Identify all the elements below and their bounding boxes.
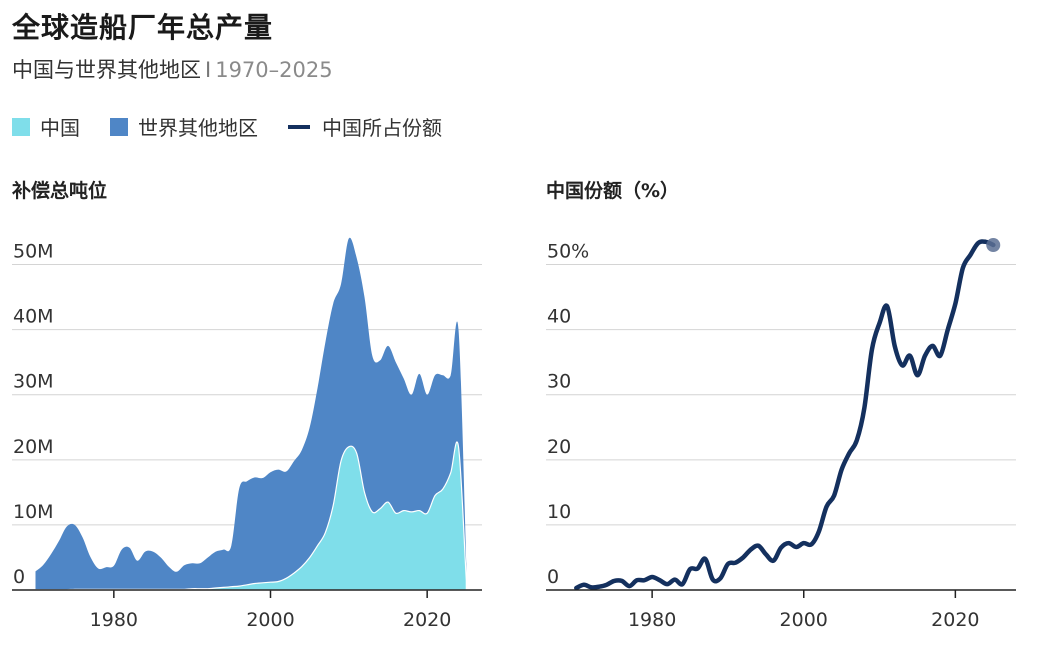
legend-swatch-china xyxy=(12,117,30,136)
legend-label-china: 中国 xyxy=(40,116,80,140)
legend-item-china: 中国 xyxy=(12,112,80,141)
legend-label-china-share: 中国所占份额 xyxy=(322,116,442,140)
legend-swatch-china-share xyxy=(288,124,310,129)
left-ytick-label: 30M xyxy=(13,371,54,393)
right-ytick-label: 30 xyxy=(547,371,571,393)
left-xtick-label: 2020 xyxy=(403,609,451,631)
left-ytick-label: 10M xyxy=(13,501,54,523)
legend-item-china-share: 中国所占份额 xyxy=(288,112,442,141)
line-china-share xyxy=(574,239,996,591)
right-panel-title: 中国份额（%） xyxy=(546,180,680,202)
legend: 中国 世界其他地区 中国所占份额 xyxy=(12,112,472,141)
right-ytick-label: 20 xyxy=(547,436,571,458)
legend-swatch-rest-of-world xyxy=(110,117,128,136)
right-xtick-label: 2020 xyxy=(931,609,979,631)
subtitle-text: 中国与世界其他地区 xyxy=(12,58,201,82)
right-ytick-label: 10 xyxy=(547,501,571,523)
left-ytick-label: 50M xyxy=(13,241,54,263)
right-ytick-label: 40 xyxy=(547,306,571,328)
right-xtick-label: 1980 xyxy=(628,609,676,631)
subtitle-separator: I xyxy=(205,58,212,82)
left-ytick-label: 20M xyxy=(13,436,54,458)
right-xtick-label: 2000 xyxy=(780,609,828,631)
chart-subtitle: 中国与世界其他地区 I 1970–2025 xyxy=(12,54,333,84)
chart-title: 全球造船厂年总产量 xyxy=(12,11,274,44)
left-panel-title: 补偿总吨位 xyxy=(12,180,108,202)
left-xtick-label: 2000 xyxy=(246,609,294,631)
left-ytick-label: 0 xyxy=(13,566,25,588)
left-xtick-label: 1980 xyxy=(90,609,138,631)
legend-label-rest-of-world: 世界其他地区 xyxy=(138,116,258,140)
legend-item-rest-of-world: 世界其他地区 xyxy=(110,112,258,141)
line-endpoint-marker xyxy=(986,238,1001,253)
subtitle-range: 1970–2025 xyxy=(215,58,333,82)
right-ytick-label: 0 xyxy=(547,566,559,588)
left-ytick-label: 40M xyxy=(13,306,54,328)
right-ytick-label: 50% xyxy=(547,241,589,263)
